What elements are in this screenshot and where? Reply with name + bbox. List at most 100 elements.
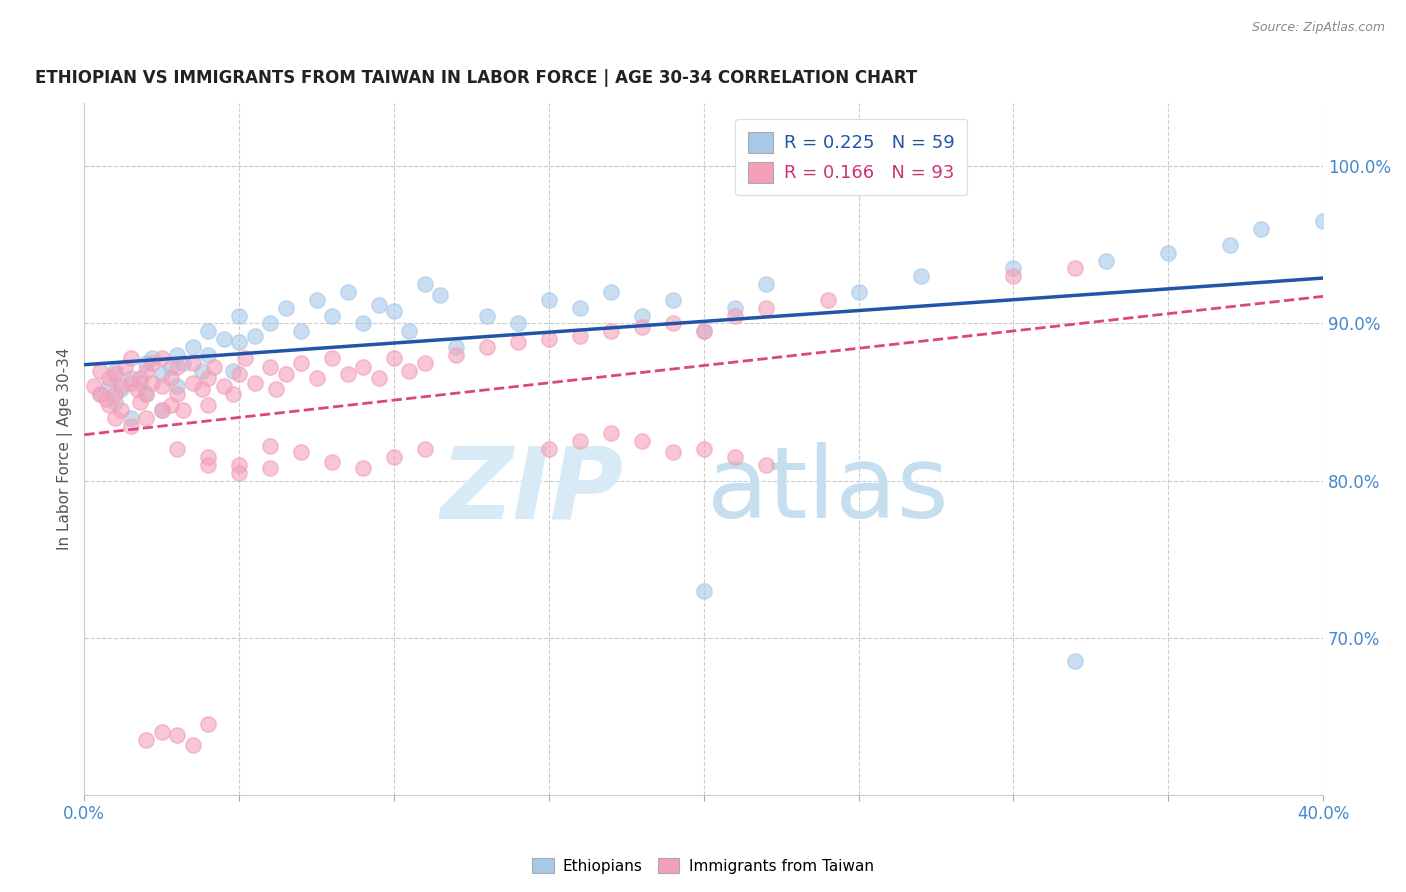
Point [1002,269,1025,284]
Point [817,293,839,307]
Point [150,403,173,417]
Point [693,324,716,338]
Point [290,445,312,459]
Point [110,379,132,393]
Point [724,301,747,315]
Point [537,442,560,457]
Point [755,458,778,472]
Point [352,317,374,331]
Point [413,277,436,292]
Point [352,461,374,475]
Point [125,383,148,397]
Point [166,387,188,401]
Point [352,360,374,375]
Point [172,403,194,417]
Point [191,363,214,377]
Point [166,379,188,393]
Point [212,332,235,346]
Point [475,309,498,323]
Point [197,717,219,731]
Point [321,309,343,323]
Point [568,329,591,343]
Point [228,458,250,472]
Point [537,332,560,346]
Point [382,351,405,365]
Point [243,329,266,343]
Point [568,301,591,315]
Point [290,356,312,370]
Point [120,376,142,391]
Point [141,351,163,365]
Point [1312,214,1334,228]
Point [599,324,621,338]
Point [222,363,245,377]
Point [104,367,127,381]
Point [506,335,529,350]
Point [367,297,389,311]
Point [222,387,245,401]
Point [724,309,747,323]
Point [166,360,188,375]
Point [181,738,204,752]
Point [848,285,870,299]
Point [166,442,188,457]
Point [197,450,219,464]
Point [228,309,250,323]
Point [259,317,281,331]
Point [475,340,498,354]
Point [197,324,219,338]
Point [243,376,266,391]
Point [150,403,173,417]
Point [290,324,312,338]
Text: ETHIOPIAN VS IMMIGRANTS FROM TAIWAN IN LABOR FORCE | AGE 30-34 CORRELATION CHART: ETHIOPIAN VS IMMIGRANTS FROM TAIWAN IN L… [35,69,917,87]
Point [336,285,359,299]
Point [89,363,111,377]
Point [141,356,163,370]
Y-axis label: In Labor Force | Age 30-34: In Labor Force | Age 30-34 [58,348,73,550]
Point [110,383,132,397]
Point [321,455,343,469]
Point [135,356,157,370]
Point [506,317,529,331]
Point [197,371,219,385]
Point [89,387,111,401]
Point [129,376,152,391]
Point [197,458,219,472]
Point [160,371,183,385]
Point [305,293,328,307]
Point [321,351,343,365]
Text: ZIP: ZIP [440,442,623,539]
Point [1064,261,1087,276]
Point [120,410,142,425]
Point [259,360,281,375]
Point [150,725,173,739]
Point [1250,222,1272,236]
Point [228,466,250,480]
Point [135,733,157,747]
Point [693,583,716,598]
Point [336,367,359,381]
Point [181,340,204,354]
Point [274,367,297,381]
Point [129,371,152,385]
Point [398,363,420,377]
Point [104,387,127,401]
Point [233,351,256,365]
Point [197,398,219,412]
Point [429,288,451,302]
Point [259,461,281,475]
Point [599,426,621,441]
Point [141,376,163,391]
Point [191,383,214,397]
Point [1064,655,1087,669]
Point [274,301,297,315]
Point [661,293,683,307]
Point [568,434,591,449]
Point [910,269,932,284]
Point [755,301,778,315]
Point [661,317,683,331]
Point [228,335,250,350]
Point [755,277,778,292]
Point [98,379,121,393]
Point [444,348,467,362]
